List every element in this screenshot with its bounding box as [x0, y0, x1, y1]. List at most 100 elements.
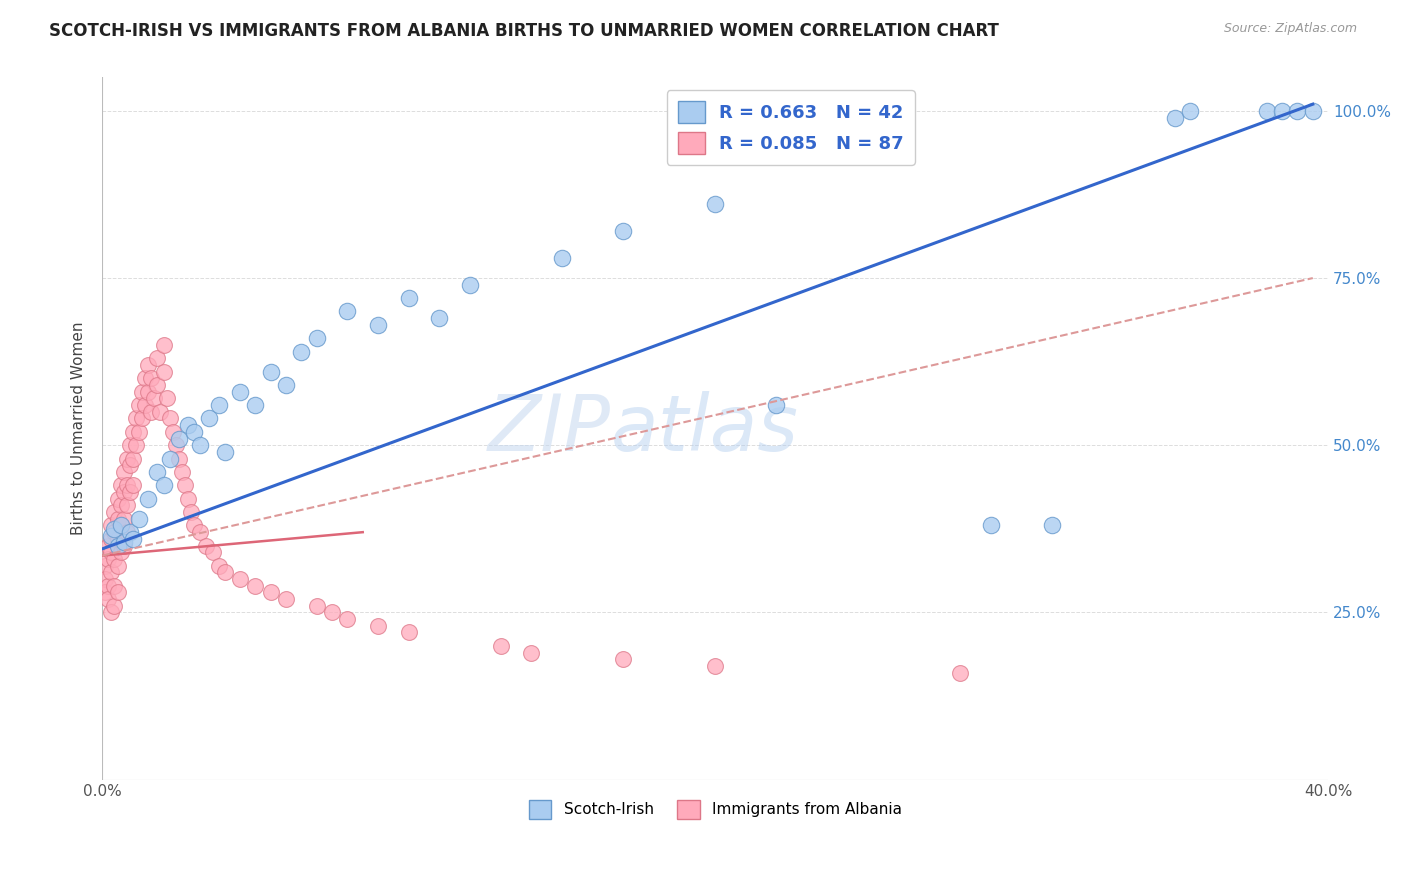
Point — [118, 485, 141, 500]
Point — [198, 411, 221, 425]
Point — [305, 331, 328, 345]
Point — [110, 545, 132, 559]
Point — [551, 251, 574, 265]
Point — [103, 505, 125, 519]
Point — [201, 545, 224, 559]
Point — [612, 652, 634, 666]
Point — [520, 646, 543, 660]
Point — [103, 522, 125, 536]
Point — [94, 585, 117, 599]
Point — [107, 558, 129, 573]
Point — [103, 579, 125, 593]
Point — [260, 365, 283, 379]
Point — [1256, 103, 1278, 118]
Point — [128, 512, 150, 526]
Point — [97, 592, 120, 607]
Point — [188, 438, 211, 452]
Point — [103, 525, 125, 540]
Point — [367, 318, 389, 332]
Point — [112, 465, 135, 479]
Point — [134, 398, 156, 412]
Point — [274, 378, 297, 392]
Point — [112, 535, 135, 549]
Point — [427, 311, 450, 326]
Point — [167, 432, 190, 446]
Point — [110, 478, 132, 492]
Point — [458, 277, 481, 292]
Point — [612, 224, 634, 238]
Point — [115, 451, 138, 466]
Point — [165, 438, 187, 452]
Point — [152, 478, 174, 492]
Point — [143, 392, 166, 406]
Point — [290, 344, 312, 359]
Point — [170, 465, 193, 479]
Legend: Scotch-Irish, Immigrants from Albania: Scotch-Irish, Immigrants from Albania — [523, 794, 908, 824]
Point — [152, 338, 174, 352]
Point — [146, 351, 169, 366]
Point — [367, 619, 389, 633]
Point — [149, 405, 172, 419]
Point — [245, 579, 267, 593]
Point — [167, 451, 190, 466]
Text: SCOTCH-IRISH VS IMMIGRANTS FROM ALBANIA BIRTHS TO UNMARRIED WOMEN CORRELATION CH: SCOTCH-IRISH VS IMMIGRANTS FROM ALBANIA … — [49, 22, 1000, 40]
Point — [125, 411, 148, 425]
Point — [103, 599, 125, 613]
Point — [118, 458, 141, 473]
Point — [107, 539, 129, 553]
Point — [305, 599, 328, 613]
Point — [118, 438, 141, 452]
Point — [136, 491, 159, 506]
Point — [177, 491, 200, 506]
Point — [1040, 518, 1063, 533]
Point — [121, 478, 143, 492]
Point — [146, 378, 169, 392]
Point — [159, 451, 181, 466]
Point — [1164, 111, 1187, 125]
Point — [136, 384, 159, 399]
Point — [214, 445, 236, 459]
Point — [100, 532, 122, 546]
Point — [100, 518, 122, 533]
Point — [121, 425, 143, 439]
Point — [107, 512, 129, 526]
Point — [183, 425, 205, 439]
Point — [100, 528, 122, 542]
Point — [121, 451, 143, 466]
Point — [94, 558, 117, 573]
Point — [162, 425, 184, 439]
Point — [208, 398, 231, 412]
Y-axis label: Births to Unmarried Women: Births to Unmarried Women — [72, 322, 86, 535]
Point — [398, 625, 420, 640]
Point — [398, 291, 420, 305]
Point — [97, 552, 120, 566]
Point — [107, 491, 129, 506]
Point — [1302, 103, 1324, 118]
Point — [180, 505, 202, 519]
Point — [336, 612, 359, 626]
Point — [229, 384, 252, 399]
Point — [980, 518, 1002, 533]
Point — [128, 398, 150, 412]
Point — [208, 558, 231, 573]
Point — [1180, 103, 1202, 118]
Point — [121, 532, 143, 546]
Point — [155, 392, 177, 406]
Point — [110, 518, 132, 533]
Point — [125, 438, 148, 452]
Point — [131, 411, 153, 425]
Point — [115, 499, 138, 513]
Point — [115, 478, 138, 492]
Point — [260, 585, 283, 599]
Point — [103, 552, 125, 566]
Point — [183, 518, 205, 533]
Point — [112, 539, 135, 553]
Point — [100, 566, 122, 580]
Text: atlas: atlas — [612, 391, 799, 467]
Point — [100, 606, 122, 620]
Point — [188, 525, 211, 540]
Point — [214, 566, 236, 580]
Point — [274, 592, 297, 607]
Point — [110, 499, 132, 513]
Point — [704, 197, 727, 211]
